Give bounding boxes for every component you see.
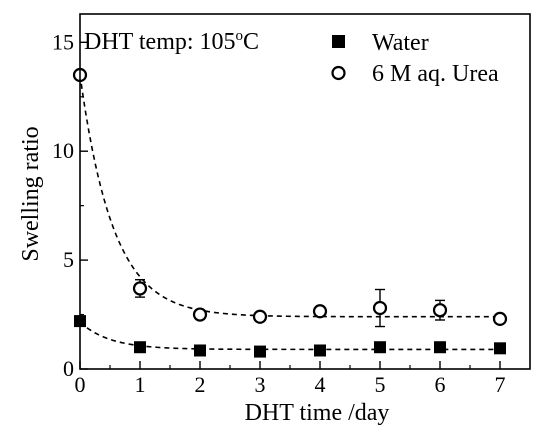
x-tick-label-7: 7 bbox=[495, 372, 506, 397]
x-tick-label-4: 4 bbox=[315, 372, 326, 397]
data-point-water-1 bbox=[134, 341, 146, 354]
data-point-urea-4 bbox=[312, 304, 328, 319]
axes: 0 1 2 3 4 5 6 7 0 5 10 15 bbox=[52, 13, 531, 397]
legend-marker-urea bbox=[331, 65, 346, 81]
x-tick-label-2: 2 bbox=[195, 372, 206, 397]
x-tick-label-0: 0 bbox=[75, 372, 86, 397]
data-point-water-7 bbox=[494, 342, 506, 355]
plot-frame bbox=[79, 13, 531, 370]
data-point-water-3 bbox=[254, 345, 266, 358]
data-point-urea-3 bbox=[252, 309, 268, 324]
data-point-water-6 bbox=[434, 341, 446, 354]
legend-label-water: Water bbox=[372, 30, 429, 56]
annotation-main: DHT temp: 105 bbox=[84, 29, 236, 55]
legend: Water 6 M aq. Urea bbox=[331, 30, 499, 87]
data-point-urea-6 bbox=[432, 303, 448, 318]
x-tick-label-5: 5 bbox=[375, 372, 386, 397]
chart-annotation: DHT temp: 105oC bbox=[84, 28, 259, 55]
data-point-water-2 bbox=[194, 344, 206, 357]
data-point-water-5 bbox=[374, 341, 386, 354]
legend-label-urea: 6 M aq. Urea bbox=[372, 61, 499, 87]
y-tick-label-1: 5 bbox=[63, 247, 74, 272]
annotation-unit: C bbox=[243, 29, 259, 55]
data-point-urea-5 bbox=[372, 300, 388, 316]
fit-curve-urea bbox=[79, 74, 500, 318]
legend-marker-water bbox=[332, 35, 345, 48]
x-axis-title: DHT time /day bbox=[245, 400, 390, 426]
data-point-urea-1 bbox=[132, 281, 148, 296]
data-point-urea-2 bbox=[192, 307, 208, 322]
data-point-urea-7 bbox=[492, 311, 508, 327]
y-axis-title: Swelling ratio bbox=[18, 126, 44, 261]
annotation-superscript: o bbox=[236, 28, 244, 44]
fit-curve-water bbox=[79, 321, 500, 351]
y-tick-label-0: 0 bbox=[63, 356, 74, 381]
x-tick-label-6: 6 bbox=[435, 372, 446, 397]
y-tick-label-2: 10 bbox=[52, 138, 74, 163]
data-point-water-4 bbox=[314, 344, 326, 357]
x-tick-label-1: 1 bbox=[135, 372, 146, 397]
y-tick-label-3: 15 bbox=[52, 29, 74, 54]
plot-area bbox=[72, 67, 508, 358]
x-tick-label-3: 3 bbox=[255, 372, 266, 397]
